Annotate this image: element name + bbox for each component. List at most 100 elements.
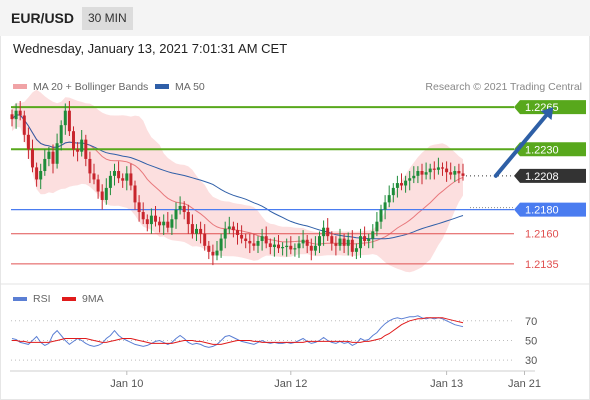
candle-body xyxy=(400,183,403,186)
rsi-line xyxy=(11,315,464,348)
rsi-ma-legend-label: 9MA xyxy=(82,293,104,305)
candle-body xyxy=(227,226,231,229)
x-tick-label: Jan 12 xyxy=(274,378,307,390)
candle-body xyxy=(47,151,51,159)
candle-body xyxy=(387,195,391,203)
candle-body xyxy=(301,239,305,244)
rsi-legend-swatch xyxy=(13,297,27,301)
candle-body xyxy=(59,125,63,144)
candle-body xyxy=(186,212,190,225)
candle-body xyxy=(125,173,129,181)
rsi-tick-label: 70 xyxy=(525,316,537,328)
candle-body xyxy=(445,168,449,173)
candle-body xyxy=(461,173,465,176)
candle-body xyxy=(441,167,444,169)
candle-body xyxy=(10,114,14,120)
candle-body xyxy=(268,243,272,248)
candle-body xyxy=(166,221,170,228)
candle-body xyxy=(174,209,178,220)
candle-body xyxy=(313,245,317,251)
candle-body xyxy=(256,240,260,246)
candle-body xyxy=(350,239,354,252)
candle-body xyxy=(428,168,432,173)
candle-body xyxy=(420,171,424,175)
ma20-legend-label: MA 20 + Bollinger Bands xyxy=(33,81,148,93)
price-label-box-1.2265 xyxy=(514,100,586,115)
candle-body xyxy=(14,110,18,120)
ma20-legend-swatch xyxy=(13,84,27,89)
candle-body xyxy=(404,180,408,186)
candle-body xyxy=(330,236,334,244)
candle-body xyxy=(432,168,436,170)
candle-body xyxy=(289,245,293,250)
candle-body xyxy=(35,167,39,180)
candle-body xyxy=(248,240,252,244)
projection-arrow-line xyxy=(493,113,549,178)
candle-body xyxy=(137,202,141,213)
candle-body xyxy=(342,238,346,246)
candle-body xyxy=(104,187,108,200)
candle-body xyxy=(457,171,461,174)
candle-body xyxy=(55,143,59,164)
candle-body xyxy=(395,183,399,188)
candle-body xyxy=(436,167,440,170)
candle-body xyxy=(26,134,30,150)
candle-body xyxy=(412,175,416,179)
rsi-tick-label: 50 xyxy=(525,335,537,347)
candle-body xyxy=(363,236,367,241)
candle-body xyxy=(326,227,330,237)
x-tick-label: Jan 21 xyxy=(508,378,541,390)
rsi-ma-line xyxy=(12,317,464,345)
timeframe-button[interactable]: 30 MIN xyxy=(82,7,133,30)
candle-body xyxy=(117,171,121,179)
candle-body xyxy=(154,215,157,222)
candle-body xyxy=(408,178,412,181)
chart-datetime: Wednesday, January 13, 2021 7:01:31 AM C… xyxy=(13,41,288,56)
candle-body xyxy=(72,131,75,150)
symbol-title: EUR/USD xyxy=(11,10,75,26)
candle-body xyxy=(264,236,268,244)
candle-body xyxy=(281,247,285,249)
candle-body xyxy=(178,205,182,210)
candle-body xyxy=(96,179,100,192)
ma50-legend-label: MA 50 xyxy=(175,81,205,93)
candle-body xyxy=(76,149,80,152)
candle-body xyxy=(182,205,186,213)
candle-body xyxy=(416,171,420,176)
price-label-box-1.2180 xyxy=(514,202,586,217)
price-label-1.2160: 1.2160 xyxy=(525,229,559,241)
candle-body xyxy=(219,238,223,251)
projection-arrow-head xyxy=(540,107,554,120)
candle-body xyxy=(39,171,43,180)
candle-body xyxy=(240,234,244,239)
candle-body xyxy=(199,228,203,234)
candle-body xyxy=(207,245,211,252)
candle-body xyxy=(121,178,125,181)
candle-body xyxy=(236,230,239,235)
candle-body xyxy=(244,238,248,241)
candle-body xyxy=(43,158,47,172)
price-label-1.2135: 1.2135 xyxy=(525,259,559,271)
candle-body xyxy=(129,173,133,186)
candle-body xyxy=(260,236,264,241)
price-label-1.2180: 1.2180 xyxy=(525,205,559,217)
candle-body xyxy=(133,185,137,203)
candle-body xyxy=(453,171,457,175)
candle-body xyxy=(223,228,227,239)
copyright-text: Research © 2021 Trading Central xyxy=(425,81,582,93)
candle-body xyxy=(158,221,162,226)
candle-body xyxy=(145,219,149,225)
candle-body xyxy=(231,226,235,231)
candle-body xyxy=(424,172,428,175)
candle-body xyxy=(113,171,116,176)
price-label-box-1.2208 xyxy=(514,168,586,183)
x-tick-label: Jan 10 xyxy=(110,378,143,390)
rsi-tick-label: 30 xyxy=(525,355,537,367)
candle-body xyxy=(100,191,104,200)
candle-body xyxy=(92,173,96,180)
candle-body xyxy=(383,202,387,210)
candle-body xyxy=(305,239,309,246)
candle-body xyxy=(51,151,55,164)
price-label-1.2208: 1.2208 xyxy=(525,171,559,183)
